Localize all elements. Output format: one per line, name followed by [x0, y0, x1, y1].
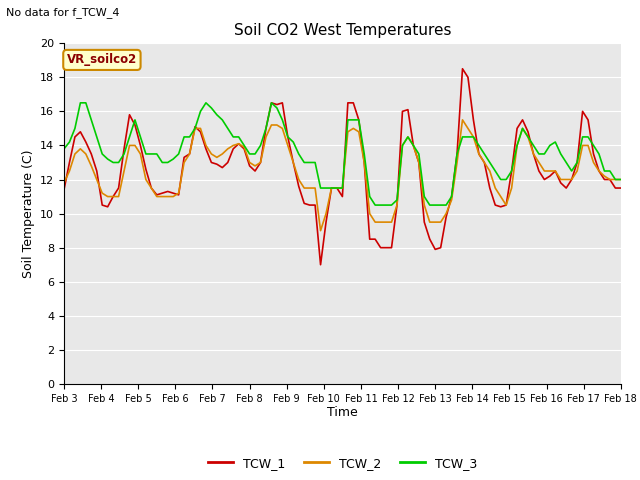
TCW_1 [573, 159, 581, 165]
TCW_2 [459, 117, 467, 123]
Title: Soil CO2 West Temperatures: Soil CO2 West Temperatures [234, 23, 451, 38]
TCW_3 [589, 143, 597, 148]
TCW_1 [459, 66, 467, 72]
TCW_3 [218, 117, 226, 123]
TCW_3 [579, 134, 586, 140]
Text: No data for f_TCW_4: No data for f_TCW_4 [6, 7, 120, 18]
Legend: TCW_1, TCW_2, TCW_3: TCW_1, TCW_2, TCW_3 [203, 452, 482, 475]
TCW_1 [563, 185, 570, 191]
TCW_3 [393, 197, 401, 203]
TCW_2 [573, 168, 581, 174]
TCW_1 [589, 151, 597, 157]
TCW_1 [213, 161, 221, 167]
TCW_3 [573, 159, 581, 165]
TCW_2 [60, 180, 68, 186]
TCW_2 [563, 177, 570, 182]
Line: TCW_3: TCW_3 [64, 103, 621, 205]
TCW_2 [589, 159, 597, 165]
TCW_1 [579, 108, 586, 114]
TCW_2 [388, 219, 396, 225]
TCW_2 [317, 228, 324, 233]
TCW_3 [563, 159, 570, 165]
TCW_1 [317, 262, 324, 267]
TCW_1 [617, 185, 625, 191]
X-axis label: Time: Time [327, 407, 358, 420]
TCW_2 [617, 177, 625, 182]
TCW_3 [77, 100, 84, 106]
TCW_2 [213, 155, 221, 160]
TCW_3 [371, 202, 379, 208]
Line: TCW_2: TCW_2 [64, 120, 621, 230]
TCW_3 [60, 146, 68, 152]
Line: TCW_1: TCW_1 [64, 69, 621, 264]
Text: VR_soilco2: VR_soilco2 [67, 53, 137, 66]
TCW_2 [579, 143, 586, 148]
Y-axis label: Soil Temperature (C): Soil Temperature (C) [22, 149, 35, 278]
TCW_1 [388, 245, 396, 251]
TCW_3 [617, 177, 625, 182]
TCW_1 [60, 187, 68, 192]
